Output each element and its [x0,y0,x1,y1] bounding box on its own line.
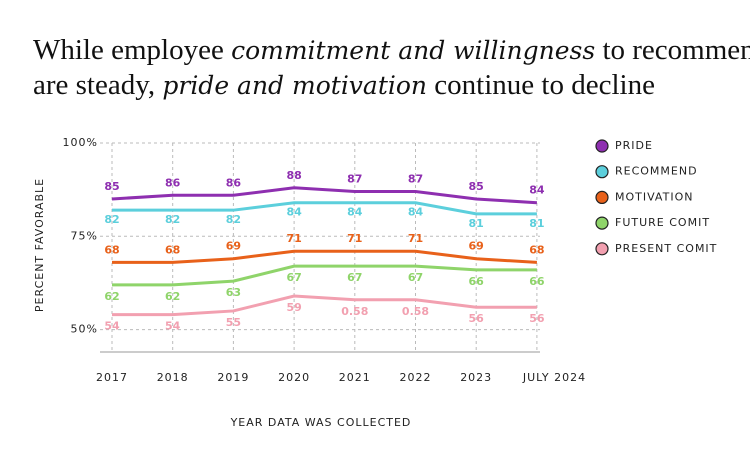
legend-marker [595,216,609,230]
data-label: 67 [286,271,301,284]
data-label: 56 [469,312,485,325]
data-label: 85 [104,180,119,193]
legend-label: PRIDE [615,139,653,152]
x-tick-label: 2018 [157,371,189,384]
data-label: 62 [165,290,180,303]
data-label: 69 [226,240,241,253]
data-label: 71 [408,232,423,245]
x-tick-label: 2019 [217,371,249,384]
title-line-1: While employee commitment and willingnes… [33,34,750,66]
data-label: 63 [226,286,241,299]
data-label: 85 [469,180,484,193]
legend-marker [595,190,609,204]
legend-label: MOTIVATION [615,190,693,203]
x-tick-label: 2021 [339,371,371,384]
data-label: 68 [529,243,544,256]
data-label: 86 [165,176,181,189]
data-label: 0.58 [402,305,429,318]
x-tick-label: 2022 [400,371,432,384]
data-label: 71 [286,232,301,245]
series-line [112,294,537,317]
title-line-2: are steady, pride and motivation continu… [33,69,655,101]
data-label: 82 [104,213,119,226]
series-line [112,264,537,287]
data-label: 54 [104,320,120,333]
data-label: 56 [529,312,545,325]
data-label: 84 [529,184,545,197]
legend-marker [595,139,609,153]
data-label: 68 [104,243,119,256]
data-label: 71 [347,232,362,245]
data-label: 62 [104,290,119,303]
legend-label: RECOMMEND [615,165,698,178]
series-line [111,186,537,205]
data-label: 68 [165,243,180,256]
data-label: 67 [408,271,423,284]
series-line [112,201,537,216]
data-label: 66 [529,275,545,288]
legend-marker [595,242,609,256]
x-tick-label: 2020 [278,371,310,384]
data-label: 67 [347,271,362,284]
x-tick-label: JULY 2024 [522,371,586,384]
data-label: 0.58 [341,305,368,318]
x-tick-label: 2017 [96,371,128,384]
y-tick-label: 75% [71,229,98,242]
data-label: 82 [226,213,241,226]
series-line [112,249,537,264]
data-label: 59 [286,301,301,314]
data-label: 88 [286,169,301,182]
data-label: 81 [469,217,484,230]
data-label: 86 [226,176,242,189]
data-label: 55 [226,316,241,329]
data-label: 82 [165,213,180,226]
x-tick-label: 2023 [460,371,492,384]
data-label: 69 [469,240,484,253]
data-label: 87 [408,173,423,186]
data-label: 87 [347,173,362,186]
data-label: 84 [286,206,302,219]
data-label: 84 [408,206,424,219]
y-tick-label: 50% [71,323,98,336]
data-label: 81 [529,217,544,230]
data-label: 84 [347,206,363,219]
data-label: 54 [165,320,181,333]
data-label: 66 [469,275,485,288]
legend-marker [595,165,609,179]
y-axis-title: PERCENT FAVORABLE [33,178,46,312]
x-axis-title: YEAR DATA WAS COLLECTED [230,416,412,429]
legend-label: FUTURE COMIT [615,216,710,229]
y-tick-label: 100% [63,136,98,149]
legend-label: PRESENT COMIT [615,242,717,255]
